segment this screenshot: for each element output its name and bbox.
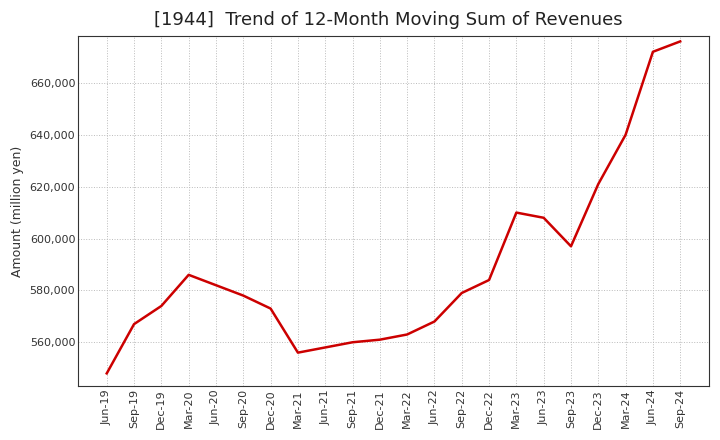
Text: [1944]  Trend of 12-Month Moving Sum of Revenues: [1944] Trend of 12-Month Moving Sum of R… [154,11,622,29]
Y-axis label: Amount (million yen): Amount (million yen) [11,146,24,277]
